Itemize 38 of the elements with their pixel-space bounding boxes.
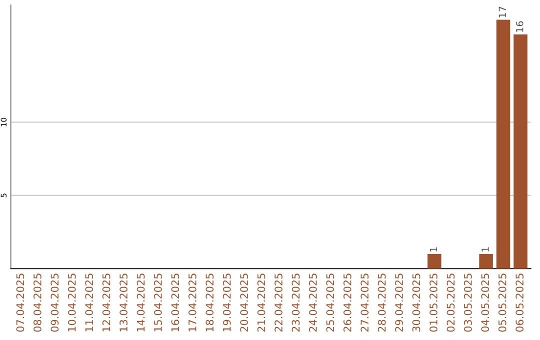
x-tick-label: 14.04.2025 <box>136 274 145 332</box>
x-tick-label: 30.04.2025 <box>412 274 420 332</box>
x-tick-label: 06.05.2025 <box>516 274 524 332</box>
x-tick-label: 29.04.2025 <box>395 274 403 332</box>
data-label: 1 <box>430 247 438 252</box>
x-tick-label: 07.04.2025 <box>16 274 24 332</box>
bar <box>428 254 442 269</box>
x-tick-label: 18.04.2025 <box>206 274 214 332</box>
data-label: 16 <box>516 21 524 32</box>
x-tick-label: 28.04.2025 <box>378 274 386 332</box>
x-tick-label: 25.04.2025 <box>326 274 334 332</box>
x-tick-label: 23.04.2025 <box>292 274 300 332</box>
x-tick-label: 11.04.2025 <box>85 274 94 332</box>
data-label: 1 <box>482 247 489 252</box>
bar <box>496 20 510 269</box>
x-tick-label: 20.04.2025 <box>240 274 248 332</box>
x-tick-label: 04.05.2025 <box>481 274 490 332</box>
x-tick-label: 03.05.2025 <box>464 274 472 332</box>
x-tick-label: 26.04.2025 <box>343 274 352 332</box>
x-tick-label: 24.04.2025 <box>309 274 317 332</box>
x-tick-label: 01.05.2025 <box>430 274 438 332</box>
x-tick-label: 10.04.2025 <box>68 274 76 332</box>
x-tick-label: 16.04.2025 <box>171 274 180 332</box>
x-tick-label: 02.05.2025 <box>446 274 455 332</box>
bar <box>479 254 493 269</box>
x-tick-label: 12.04.2025 <box>102 274 110 332</box>
data-label: 17 <box>498 6 506 18</box>
x-tick-label: 21.04.2025 <box>257 274 266 332</box>
x-tick-label: 09.04.2025 <box>50 274 59 332</box>
x-tick-label: 17.04.2025 <box>188 274 196 332</box>
x-tick-label: 05.05.2025 <box>498 274 506 332</box>
x-tick-label: 22.04.2025 <box>274 274 282 332</box>
bar <box>514 34 528 269</box>
x-tick-label: 08.04.2025 <box>33 274 42 332</box>
x-tick-label: 27.04.2025 <box>360 274 369 332</box>
x-tick-label: 15.04.2025 <box>154 274 162 332</box>
x-tick-label: 19.04.2025 <box>222 274 231 332</box>
x-tick-label: 13.04.2025 <box>120 274 128 332</box>
